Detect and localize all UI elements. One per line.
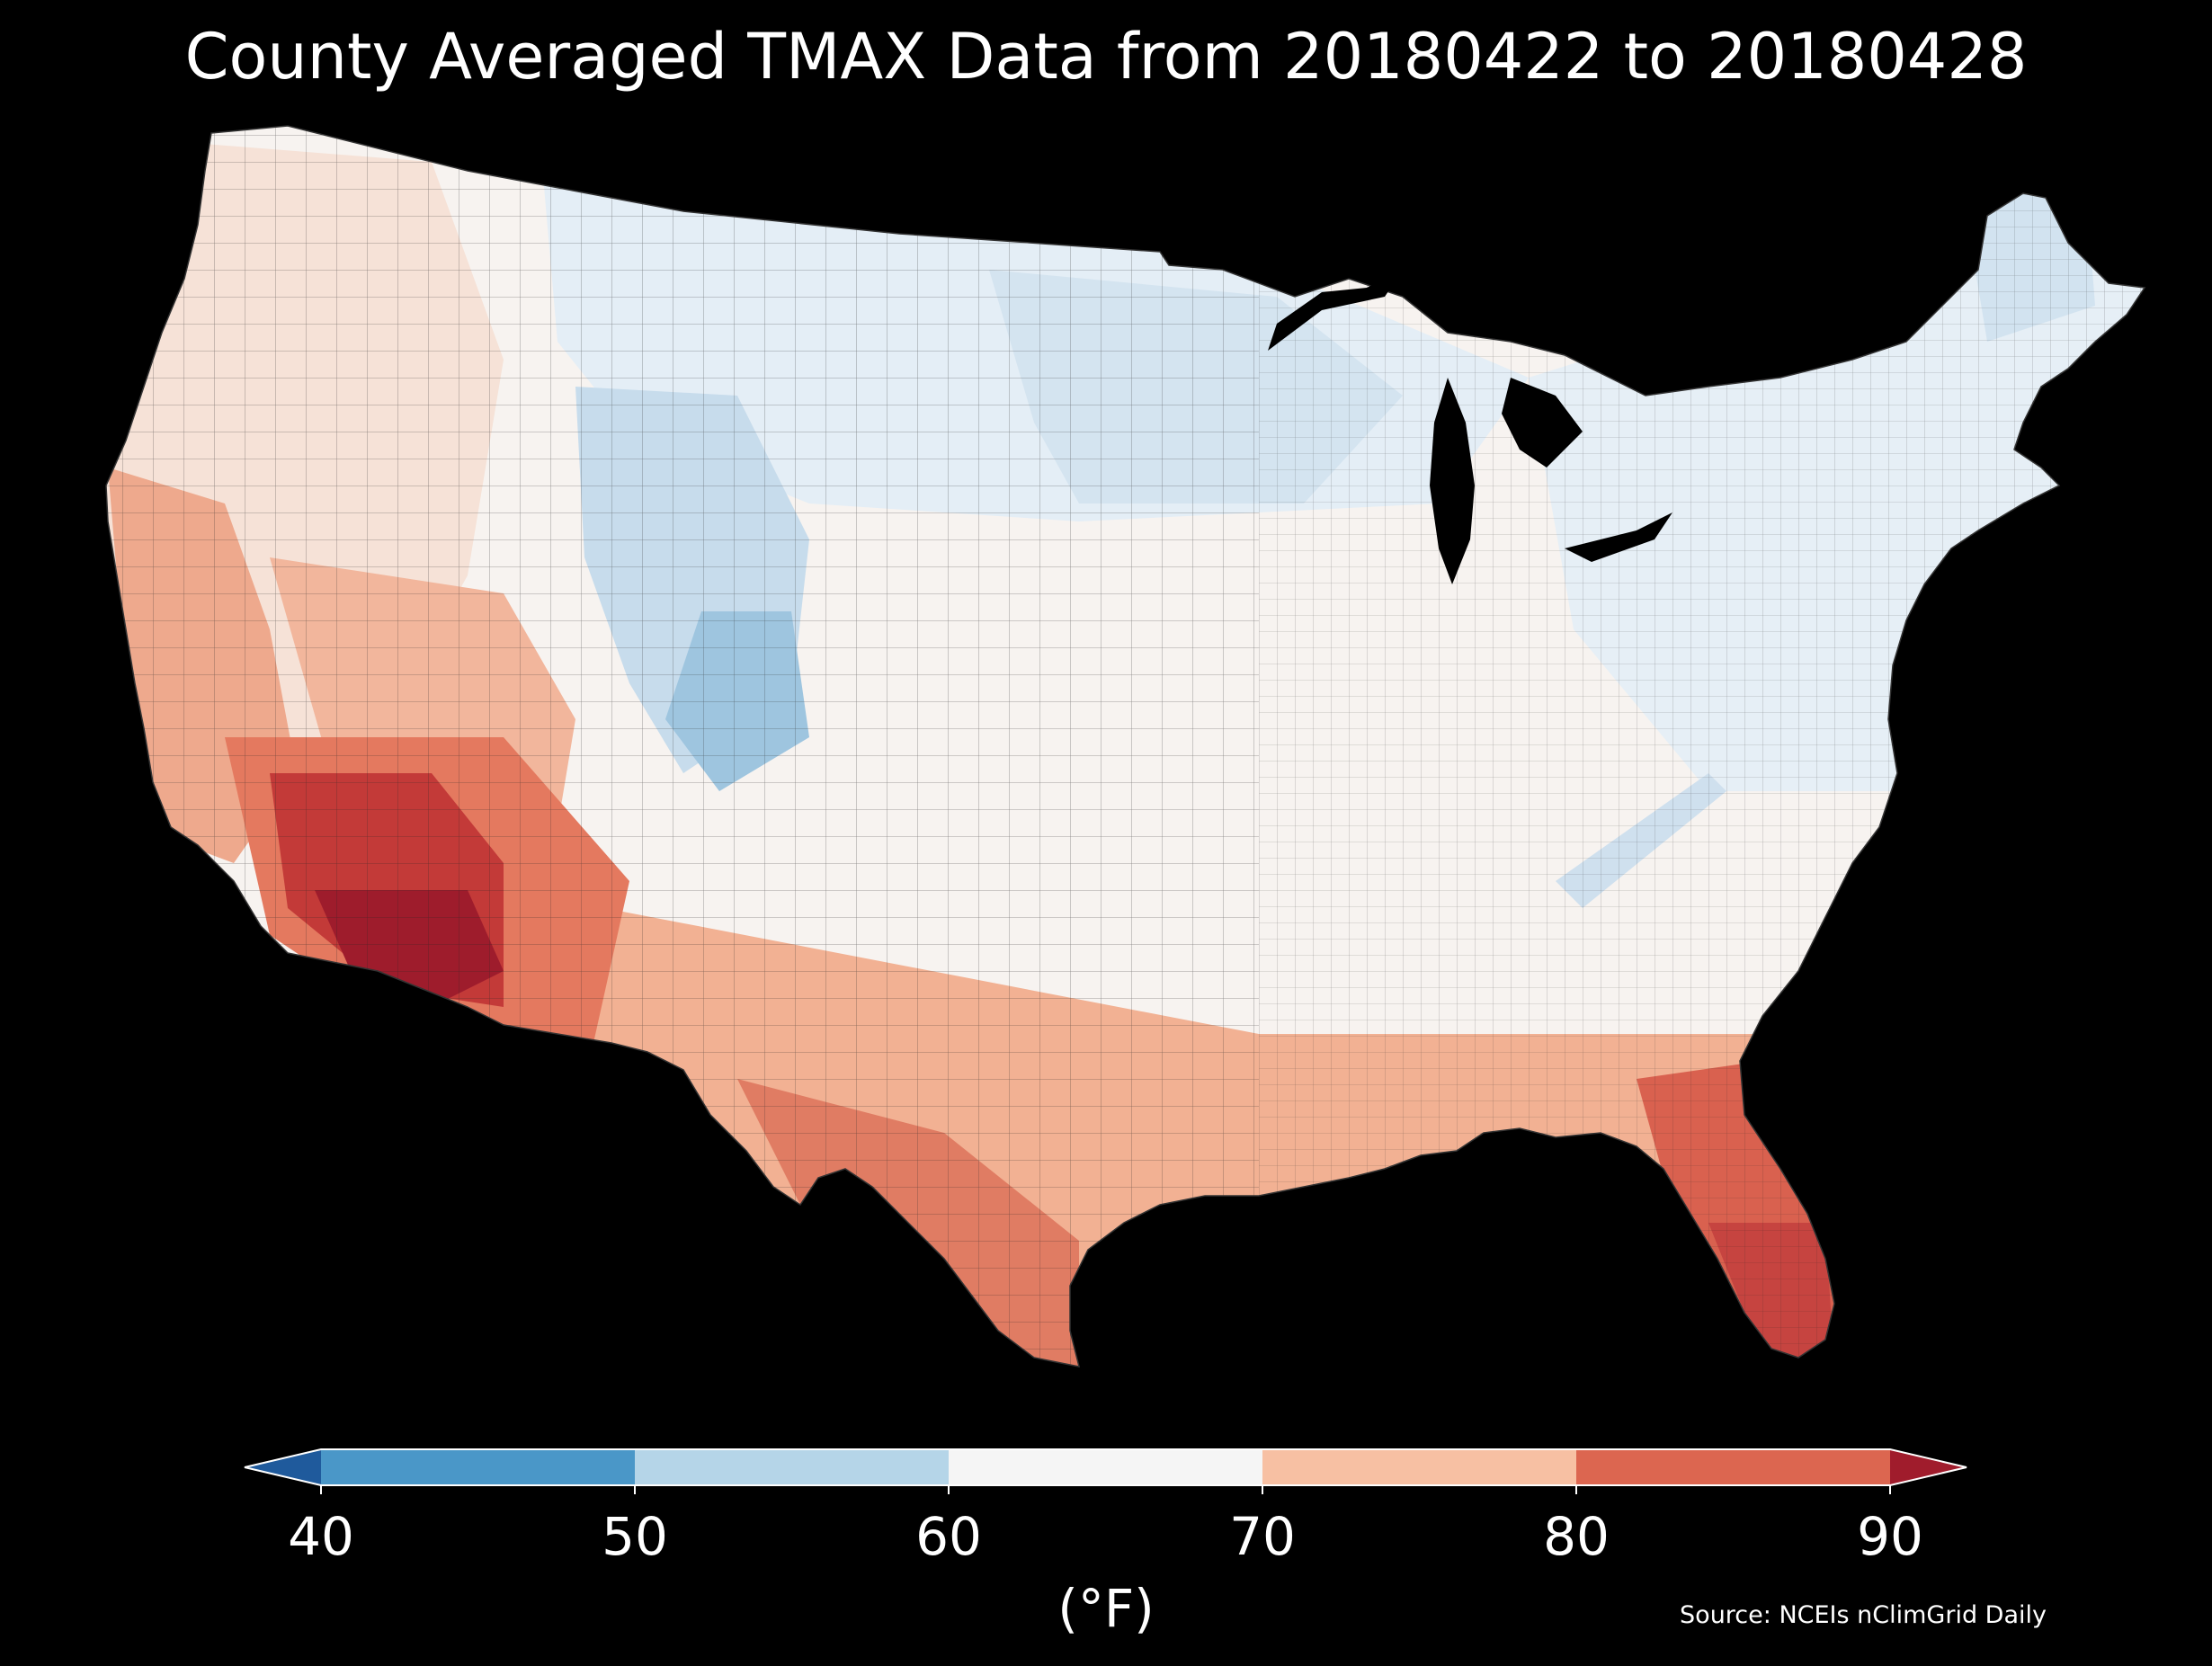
colorbar-arrow-low: [245, 1449, 321, 1485]
colorbar-arrow-high: [1890, 1449, 1967, 1485]
lake-erie: [1565, 512, 1672, 562]
great-lakes: [1268, 270, 1672, 584]
colorbar-tick-label: 40: [288, 1506, 354, 1567]
colorbar-bin-80-90: [1576, 1449, 1891, 1485]
colorbar-tick-label: 90: [1857, 1506, 1923, 1567]
lake-huron: [1502, 378, 1583, 468]
colorbar-bin-40-50: [321, 1449, 636, 1485]
lake-michigan: [1430, 378, 1475, 584]
colorbar-tick-label: 80: [1543, 1506, 1610, 1567]
lake-superior: [1268, 270, 1403, 351]
chart-title: County Averaged TMAX Data from 20180422 …: [184, 20, 2028, 94]
colorbar-unit-label: (°F): [1057, 1578, 1155, 1639]
colorbar-bin-60-70: [949, 1449, 1263, 1485]
colorbar-bin-50-60: [635, 1449, 950, 1485]
colorbar-tick-label: 60: [915, 1506, 982, 1567]
colorbar-tick-label: 50: [602, 1506, 668, 1567]
colorbar-bin-70-80: [1262, 1449, 1577, 1485]
colorbar-tick-label: 70: [1229, 1506, 1296, 1567]
source-credit: Source: NCEIs nClimGrid Daily: [1680, 1601, 2047, 1629]
county-temperature-map: [105, 125, 2145, 1368]
